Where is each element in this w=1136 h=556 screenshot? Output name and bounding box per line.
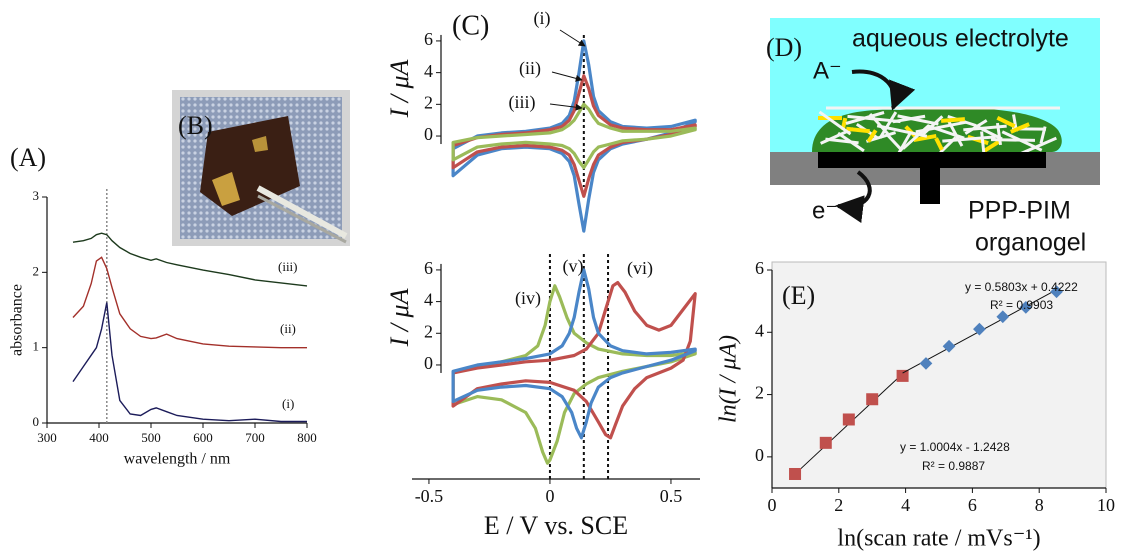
y-tick-label: 6 [424,258,433,278]
y-tick-label: 1 [33,339,40,354]
panel-label: (E) [782,281,815,310]
fit-r2: R² = 0.9903 [990,298,1053,312]
panel-label: (A) [10,143,46,172]
y-tick-label: 0 [33,414,40,429]
y-axis-label: ln(I / μA) [716,335,742,423]
x-tick-label: 400 [89,430,109,445]
y-axis-label: absorbance [9,284,26,356]
y-axis-label: I / μA [385,59,414,118]
figure: (B) (D) aqueous electrolyte A⁻ e⁻ PPP-PI… [0,0,1136,556]
x-tick-label: 0 [768,495,777,515]
x-tick-label: 600 [193,430,213,445]
line-series [73,257,307,347]
x-tick-label: 0.5 [660,486,683,506]
x-tick-label: 700 [245,430,265,445]
x-tick-label: -0.5 [415,486,444,506]
data-point [789,468,801,480]
panel-label: (D) [766,33,802,62]
x-axis-label: ln(scan rate / mVs⁻¹) [837,526,1040,552]
photo: (B) [172,90,350,246]
y-tick-label: 0 [424,124,433,144]
x-tick-label: 8 [1035,495,1044,515]
medium-label: aqueous electrolyte [852,25,1069,53]
electrode [818,152,1046,168]
x-axis-label: E / V vs. SCE [484,511,628,540]
data-point [866,393,878,405]
series-label: (iv) [515,288,541,309]
fit-equation: y = 1.0004x - 1.2428 [900,440,1010,454]
series-label: (v) [563,256,584,277]
panel-label: (B) [178,111,213,140]
series-label: (vi) [627,258,653,279]
diagram: (D) aqueous electrolyte A⁻ e⁻ PPP-PIM or… [766,18,1100,257]
y-tick-label: 0 [755,445,764,465]
line-series [73,303,307,422]
x-tick-label: 10 [1097,495,1115,515]
x-tick-label: 4 [901,495,910,515]
electrode-contact [920,166,940,204]
y-tick-label: 6 [755,258,764,278]
anion-label: A⁻ [813,57,842,84]
data-point [897,370,909,382]
series-label: (iii) [509,92,536,113]
x-axis-label: wavelength / nm [124,451,231,468]
series-label: (i) [282,396,294,411]
series-label: (iii) [278,259,298,274]
y-tick-label: 2 [424,92,433,112]
y-tick-label: 2 [424,321,433,341]
y-tick-label: 6 [424,29,433,49]
x-tick-label: 6 [968,495,977,515]
y-tick-label: 4 [424,290,433,310]
y-tick-label: 0 [424,353,433,373]
fibre [991,140,1035,141]
fibre [846,129,869,131]
y-tick-label: 3 [33,188,40,203]
x-tick-label: 300 [37,430,57,445]
y-tick-label: 4 [755,320,764,340]
fibre [941,119,965,121]
series-label: (ii) [519,58,541,79]
data-point [843,413,855,425]
fit-r2: R² = 0.9887 [922,459,985,473]
x-tick-label: 800 [297,430,317,445]
data-point [820,437,832,449]
x-tick-label: 500 [141,430,161,445]
y-axis-label: I / μA [385,288,414,347]
x-tick-label: 2 [834,495,843,515]
panel-label: (C) [452,10,489,41]
series-label: (ii) [280,321,296,336]
film-label: PPP-PIM [968,197,1071,225]
electron-label: e⁻ [812,197,838,224]
x-tick-label: 0 [545,486,554,506]
y-tick-label: 2 [755,383,764,403]
y-tick-label: 2 [33,263,40,278]
y-tick-label: 4 [424,61,433,81]
fit-equation: y = 0.5803x + 0.4222 [965,280,1078,294]
label-arrow [560,30,585,46]
film-label: organogel [975,229,1086,257]
series-label: (i) [534,8,551,29]
cv-curve [453,283,695,438]
